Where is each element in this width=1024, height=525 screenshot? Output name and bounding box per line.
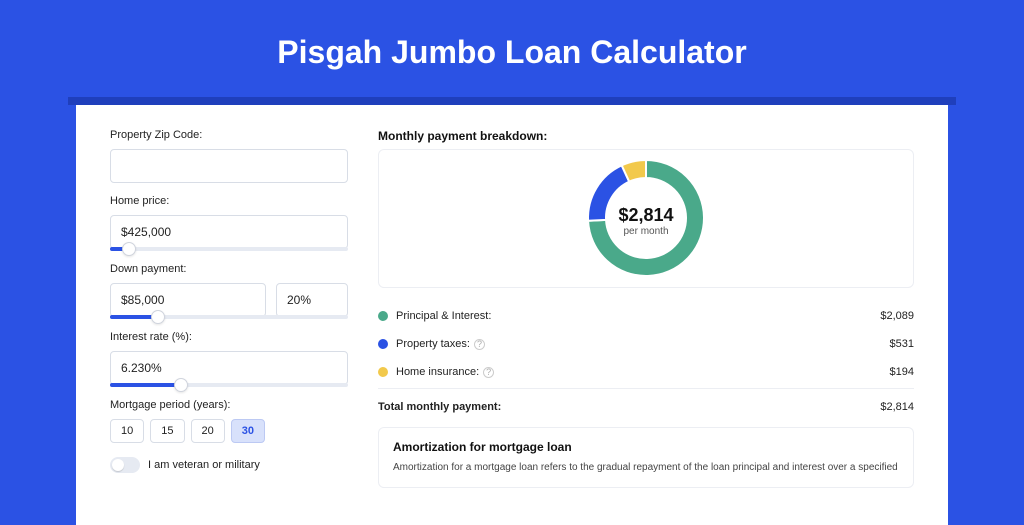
amortization-heading: Amortization for mortgage loan (393, 440, 899, 454)
interest-rate-group: Interest rate (%): (110, 331, 348, 387)
amortization-box: Amortization for mortgage loan Amortizat… (378, 427, 914, 488)
period-option-30[interactable]: 30 (231, 419, 265, 443)
legend-row: Home insurance:?$194 (378, 358, 914, 386)
calculator-panel: Property Zip Code: Home price: Down paym… (76, 105, 948, 525)
mortgage-period-options: 1015 2030 (110, 419, 348, 443)
total-label: Total monthly payment: (378, 401, 880, 413)
inputs-column: Property Zip Code: Home price: Down paym… (110, 129, 348, 525)
total-value: $2,814 (880, 401, 914, 413)
down-payment-group: Down payment: (110, 263, 348, 319)
down-payment-percent-input[interactable] (276, 283, 348, 317)
breakdown-heading: Monthly payment breakdown: (378, 129, 914, 143)
down-payment-amount-input[interactable] (110, 283, 266, 317)
legend-label: Principal & Interest: (396, 310, 880, 322)
info-icon[interactable]: ? (474, 339, 485, 350)
total-row: Total monthly payment: $2,814 (378, 391, 914, 427)
panel-shadow (68, 97, 956, 105)
donut-sub: per month (618, 226, 673, 237)
donut-amount: $2,814 (618, 205, 673, 226)
period-option-20[interactable]: 20 (191, 419, 225, 443)
donut-chart: $2,814 per month (586, 158, 706, 283)
home-price-label: Home price: (110, 195, 348, 207)
interest-rate-input[interactable] (110, 351, 348, 385)
info-icon[interactable]: ? (483, 367, 494, 378)
legend-dot (378, 367, 388, 377)
mortgage-period-group: Mortgage period (years): 1015 2030 (110, 399, 348, 443)
zip-input[interactable] (110, 149, 348, 183)
mortgage-period-label: Mortgage period (years): (110, 399, 348, 411)
legend-value: $531 (890, 338, 914, 350)
home-price-group: Home price: (110, 195, 348, 251)
home-price-input[interactable] (110, 215, 348, 249)
results-column: Monthly payment breakdown: $2,814 per mo… (378, 129, 914, 525)
legend-value: $2,089 (880, 310, 914, 322)
legend-dot (378, 311, 388, 321)
legend-list: Principal & Interest:$2,089Property taxe… (378, 302, 914, 386)
down-payment-slider[interactable] (110, 315, 348, 319)
interest-rate-slider-fill (110, 383, 181, 387)
home-price-slider[interactable] (110, 247, 348, 251)
legend-row: Principal & Interest:$2,089 (378, 302, 914, 330)
interest-rate-slider[interactable] (110, 383, 348, 387)
down-payment-label: Down payment: (110, 263, 348, 275)
veteran-label: I am veteran or military (148, 459, 260, 471)
veteran-toggle-knob (112, 459, 124, 471)
zip-label: Property Zip Code: (110, 129, 348, 141)
interest-rate-slider-thumb[interactable] (174, 378, 188, 392)
legend-dot (378, 339, 388, 349)
legend-row: Property taxes:?$531 (378, 330, 914, 358)
period-option-10[interactable]: 10 (110, 419, 144, 443)
donut-container: $2,814 per month (378, 149, 914, 288)
interest-rate-label: Interest rate (%): (110, 331, 348, 343)
legend-label: Property taxes:? (396, 338, 890, 350)
page-title: Pisgah Jumbo Loan Calculator (0, 0, 1024, 97)
veteran-toggle-row: I am veteran or military (110, 457, 348, 473)
veteran-toggle[interactable] (110, 457, 140, 473)
zip-field-group: Property Zip Code: (110, 129, 348, 183)
home-price-slider-thumb[interactable] (122, 242, 136, 256)
period-option-15[interactable]: 15 (150, 419, 184, 443)
donut-center: $2,814 per month (618, 205, 673, 237)
legend-value: $194 (890, 366, 914, 378)
legend-label: Home insurance:? (396, 366, 890, 378)
amortization-text: Amortization for a mortgage loan refers … (393, 460, 899, 475)
down-payment-slider-thumb[interactable] (151, 310, 165, 324)
divider (378, 388, 914, 389)
